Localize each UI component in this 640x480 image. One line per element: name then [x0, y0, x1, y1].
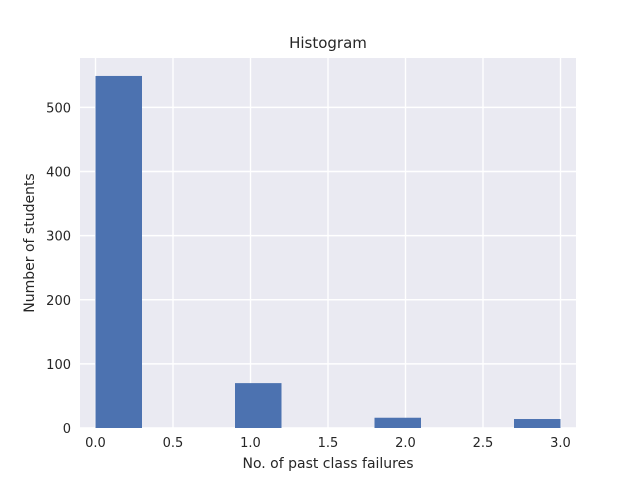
y-tick-labels: 0 100 200 300 400 500: [46, 101, 71, 437]
histogram-bar: [374, 417, 421, 428]
y-tick-label: 100: [46, 358, 71, 373]
y-tick-label: 300: [46, 230, 71, 245]
x-tick-label: 1.0: [240, 436, 261, 451]
histogram-bar: [95, 75, 142, 428]
x-axis-label: No. of past class failures: [242, 456, 413, 472]
x-tick-label: 0.5: [163, 436, 184, 451]
x-tick-label: 3.0: [550, 436, 571, 451]
x-tick-label: 1.5: [318, 436, 339, 451]
y-axis-label: Number of students: [22, 173, 38, 312]
y-tick-label: 200: [46, 294, 71, 309]
y-tick-label: 500: [46, 101, 71, 116]
x-tick-label: 2.5: [473, 436, 494, 451]
histogram-bar: [514, 419, 561, 428]
x-tick-label: 0.0: [85, 436, 106, 451]
chart-title: Histogram: [289, 34, 367, 52]
x-tick-label: 2.0: [395, 436, 416, 451]
y-tick-label: 400: [46, 166, 71, 181]
bars: [95, 75, 561, 428]
x-tick-labels: 0.0 0.5 1.0 1.5 2.0 2.5 3.0: [85, 436, 571, 451]
histogram-bar: [235, 383, 282, 428]
y-tick-label: 0: [63, 422, 71, 437]
gridlines: [80, 58, 576, 429]
